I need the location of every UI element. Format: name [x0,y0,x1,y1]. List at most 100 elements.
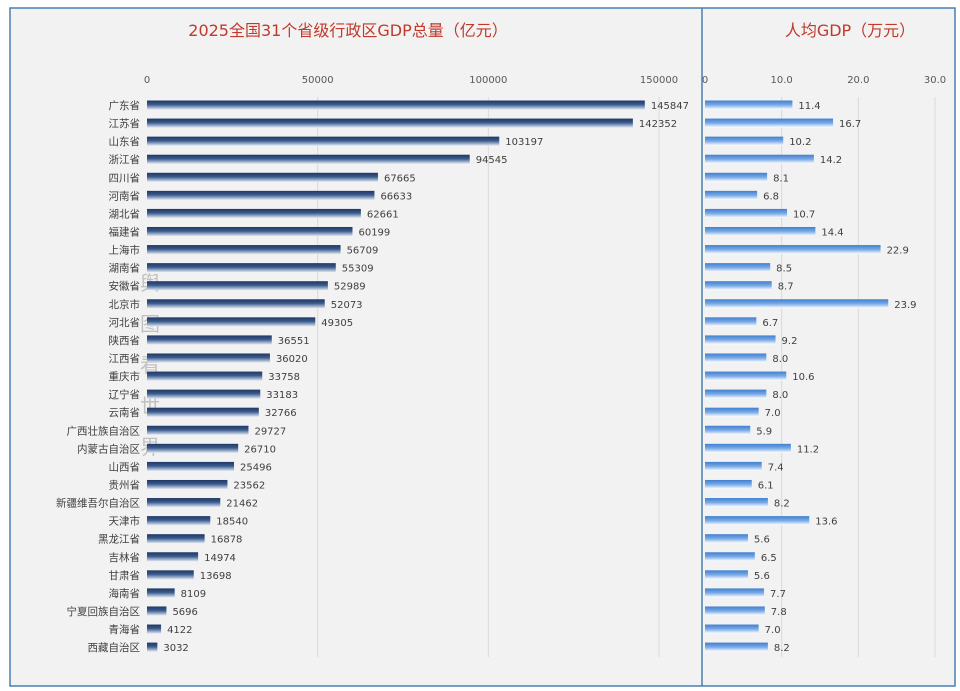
data-label: 8.1 [773,173,789,184]
data-label: 21462 [226,499,258,510]
data-label: 16878 [211,535,243,546]
data-label: 26710 [244,444,276,455]
category-label: 河南省 [109,189,141,202]
data-label: 5.6 [754,571,770,582]
bar [705,570,748,580]
category-label: 陕西省 [109,334,141,347]
bar [147,335,272,345]
data-label: 29727 [254,426,286,437]
category-label: 海南省 [109,587,141,600]
data-label: 14.2 [820,155,842,166]
bar [705,461,762,471]
category-label: 河北省 [109,316,141,329]
bar [705,642,768,652]
bar [705,226,816,236]
bar [147,299,325,309]
bar [705,624,759,634]
category-label: 贵州省 [109,478,141,491]
x-tick-label: 150000 [640,75,678,86]
data-label: 3032 [163,643,188,654]
category-label: 重庆市 [109,370,141,383]
category-label: 安徽省 [109,280,141,293]
bar [705,118,834,128]
category-label: 新疆维吾尔自治区 [56,497,140,510]
data-label: 23562 [233,480,265,491]
bar [147,353,270,363]
data-label: 5.9 [756,426,772,437]
data-label: 142352 [639,119,677,130]
data-label: 67665 [384,173,416,184]
data-label: 11.4 [798,101,820,112]
bar [705,100,793,110]
data-label: 8.5 [776,264,792,275]
bar [147,226,353,236]
bar [147,552,199,562]
data-label: 9.2 [782,336,798,347]
bar [147,642,158,652]
category-label: 广西壮族自治区 [67,424,141,437]
category-label: 江苏省 [109,117,141,130]
x-tick-label: 20.0 [847,75,869,86]
bar [705,371,787,381]
data-label: 56709 [347,246,379,257]
data-label: 23.9 [894,300,916,311]
bar [147,281,328,291]
data-label: 36020 [276,354,308,365]
bar [147,407,259,417]
data-label: 7.4 [768,462,784,473]
data-label: 8.7 [778,282,794,293]
bar [147,118,633,128]
data-label: 7.0 [765,408,781,419]
bar [705,299,889,309]
category-label: 湖北省 [109,207,141,220]
bar [705,425,751,435]
right-chart-title: 人均GDP（万元） [785,21,915,40]
bar [147,534,205,544]
bar [147,154,470,164]
data-label: 32766 [265,408,297,419]
bar [705,534,748,544]
category-label: 江西省 [109,352,141,365]
category-label: 北京市 [109,298,141,311]
bar [705,281,772,291]
category-label: 西藏自治区 [88,641,141,654]
data-label: 36551 [278,336,310,347]
bar [147,190,375,200]
data-label: 10.7 [793,209,815,220]
data-label: 33183 [266,390,298,401]
data-label: 8.0 [772,390,788,401]
data-label: 7.0 [765,625,781,636]
bar [705,516,810,526]
data-label: 5.6 [754,535,770,546]
bar [705,208,788,218]
category-label: 宁夏回族自治区 [67,605,141,618]
bar [705,407,759,417]
bar [705,552,755,562]
bar [705,389,767,399]
bar [147,100,645,110]
bar [705,498,768,508]
category-label: 黑龙江省 [98,533,140,546]
category-label: 山东省 [109,135,141,148]
bar [705,606,765,616]
data-label: 10.2 [789,137,811,148]
category-label: 辽宁省 [109,388,141,401]
bar [705,353,767,363]
data-label: 60199 [358,227,390,238]
data-label: 145847 [651,101,689,112]
data-label: 8.2 [774,499,790,510]
data-label: 103197 [505,137,543,148]
bar [147,172,378,182]
category-label: 山西省 [109,460,141,473]
data-label: 25496 [240,462,272,473]
x-tick-label: 30.0 [924,75,946,86]
data-label: 4122 [167,625,192,636]
x-tick-label: 100000 [469,75,507,86]
bar [147,425,249,435]
bar [147,479,228,489]
data-label: 7.7 [770,589,786,600]
bar [147,461,235,471]
x-tick-label: 50000 [302,75,334,86]
bar [147,263,336,273]
bar [705,154,814,164]
